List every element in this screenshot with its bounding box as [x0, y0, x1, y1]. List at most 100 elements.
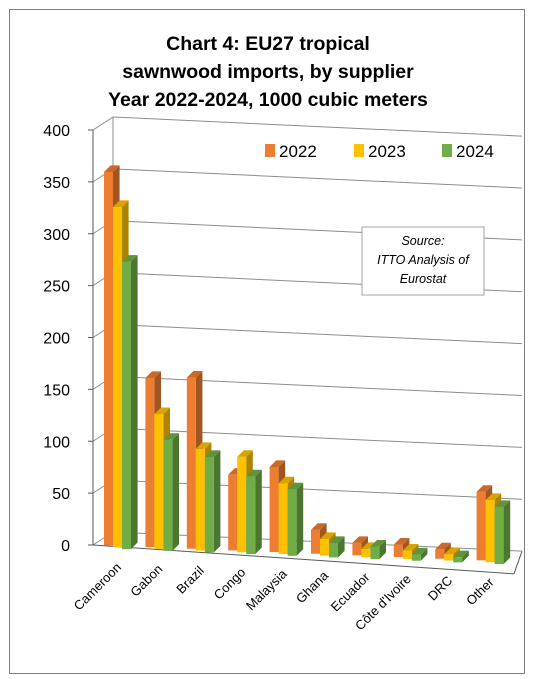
bar-front — [370, 546, 380, 560]
bar-2024-malaysia — [287, 482, 304, 556]
y-tick-label: 350 — [43, 175, 70, 192]
x-category-label: Ghana — [293, 567, 332, 606]
bar-top — [329, 536, 345, 543]
bar-top — [494, 500, 511, 508]
legend-label-2024: 2024 — [456, 142, 494, 161]
bar-front — [269, 466, 279, 553]
bar-2024-brazil — [204, 450, 221, 553]
bar-front — [122, 261, 131, 550]
bar-front — [494, 507, 504, 565]
gridline — [112, 116, 523, 137]
bar-front — [402, 550, 412, 559]
bar-front — [228, 474, 238, 551]
bar-front — [204, 457, 214, 553]
bar-2024-ecuador — [370, 540, 386, 560]
bar-side — [420, 547, 428, 561]
bar-top — [444, 547, 460, 555]
gridline — [112, 427, 523, 448]
gridline-side — [92, 116, 114, 131]
bar-front — [237, 456, 247, 553]
bar-side — [503, 500, 511, 565]
bar-side — [131, 255, 138, 550]
y-tick-label: 200 — [43, 331, 70, 348]
x-axis-line — [92, 544, 515, 575]
bar-top — [204, 450, 221, 458]
x-category-label: Brazil — [173, 563, 207, 597]
bar-front — [453, 557, 463, 563]
y-axis-tick-labels: 0 50 100 150 200 250 300 350 400 — [43, 123, 70, 555]
bar-top — [287, 482, 304, 490]
y-tick-label: 150 — [43, 382, 70, 399]
bar-2024-ghana — [329, 536, 345, 558]
bar-top — [370, 540, 386, 547]
bar-front — [145, 377, 155, 548]
y-tick-label: 50 — [52, 486, 70, 503]
bar-front — [411, 554, 421, 561]
bar-top — [476, 485, 493, 492]
bar-top — [122, 255, 138, 262]
bar-front — [476, 491, 486, 561]
bar-top — [435, 542, 451, 550]
bars — [104, 165, 511, 565]
gridline — [112, 324, 523, 345]
bar-top — [402, 543, 419, 551]
bar-front — [113, 207, 122, 548]
y-tick-label: 100 — [43, 434, 70, 451]
gridline — [112, 168, 523, 189]
bar-2024-congo — [246, 469, 262, 555]
bar-2024-ctedivoire — [411, 547, 428, 561]
y-tick-label: 0 — [61, 538, 70, 555]
bar-2024-drc — [453, 550, 469, 563]
bar-top — [237, 450, 253, 457]
bar-top — [453, 550, 469, 558]
bar-front — [485, 499, 495, 563]
x-category-label: Gabon — [127, 561, 165, 599]
bar-side — [338, 536, 345, 558]
gridline — [112, 479, 523, 500]
bar-front — [278, 483, 288, 554]
gridline — [112, 375, 523, 397]
bar-front — [311, 529, 320, 554]
bar-side — [379, 540, 386, 560]
source-line-1: Source: — [401, 234, 444, 248]
source-line-2: ITTO Analysis of — [377, 253, 470, 267]
chart-title-line-3: Year 2022-2024, 1000 cubic meters — [108, 89, 428, 111]
bar-front — [246, 476, 256, 555]
bar-front — [435, 549, 445, 559]
x-category-label: Malaysia — [243, 566, 290, 613]
bar-top — [352, 536, 368, 543]
bar-top — [278, 476, 295, 484]
bar-front — [361, 548, 371, 558]
bar-2024-cameroon — [122, 255, 138, 550]
legend-swatch-2023 — [354, 144, 364, 157]
bar-top — [393, 537, 410, 545]
bar-2024-other — [494, 500, 511, 565]
x-category-label: DRC — [425, 573, 456, 604]
chart-title: Chart 4: EU27 tropical sawnwood imports,… — [108, 33, 428, 111]
bar-front — [352, 542, 362, 556]
bar-front — [154, 414, 164, 549]
x-category-label: Congo — [211, 565, 249, 603]
bar-top — [113, 200, 129, 207]
bar-front — [195, 448, 205, 551]
legend: 2022 2023 2024 — [265, 142, 494, 161]
bar-front — [163, 439, 173, 551]
y-tick-label: 250 — [43, 279, 70, 296]
chart-frame — [9, 9, 525, 674]
bar-top — [104, 165, 120, 172]
bar-top — [154, 407, 170, 415]
bar-side — [296, 482, 304, 556]
x-category-label: Other — [463, 574, 497, 608]
bar-top — [186, 370, 203, 378]
chart-title-line-2: sawnwood imports, by supplier — [122, 61, 414, 83]
x-category-label: Cameroon — [71, 560, 125, 614]
bar-top — [411, 547, 428, 555]
legend-swatch-2022 — [265, 144, 275, 157]
bar-side — [255, 469, 262, 555]
bar-front — [186, 377, 196, 549]
y-tick-label: 300 — [43, 227, 70, 244]
chart-title-line-1: Chart 4: EU27 tropical — [166, 33, 370, 55]
bar-side — [213, 450, 221, 553]
bar-top — [269, 460, 286, 467]
